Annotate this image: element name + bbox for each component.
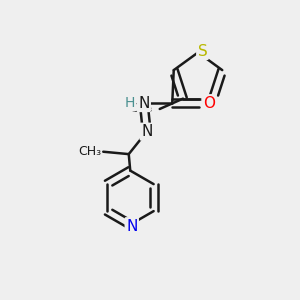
Text: S: S	[198, 44, 207, 59]
Text: CH₃: CH₃	[79, 145, 102, 158]
Text: N: N	[141, 124, 152, 139]
Text: H: H	[124, 96, 135, 110]
Text: O: O	[203, 96, 215, 111]
Text: N: N	[126, 219, 137, 234]
Text: CH₃: CH₃	[129, 103, 152, 116]
Text: N: N	[138, 96, 149, 111]
